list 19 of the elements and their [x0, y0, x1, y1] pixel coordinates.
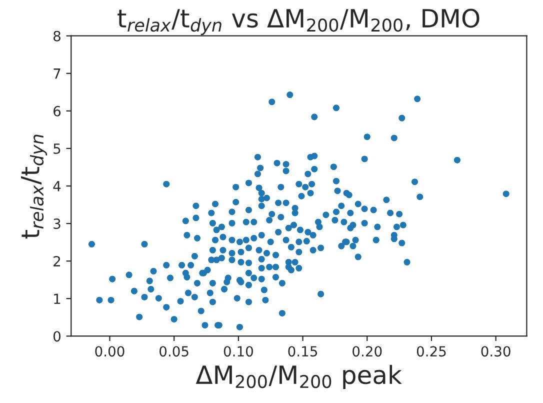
x-tick-label: 0.15 [288, 346, 318, 357]
x-tick-label: 0.20 [352, 346, 382, 357]
y-tick-label: 4 [53, 181, 61, 192]
y-tick-label: 5 [54, 144, 60, 154]
y-tick-label: 0 [53, 331, 60, 342]
x-tick-label: 0.25 [416, 346, 446, 357]
y-tick-label: 3 [54, 218, 60, 229]
x-tick-label: 0.10 [224, 346, 253, 357]
y-tick-label: 8 [54, 30, 60, 42]
x-tick-label: 0.00 [95, 346, 124, 357]
y-tick-label: 6 [54, 106, 61, 116]
x-axis-title: ΔM$_{200}$/M$_{200}$ peak [196, 364, 402, 390]
y-tick-label: 7 [54, 68, 60, 79]
y-axis-title: t$_{relax}$/t$_{dyn}$ [21, 134, 47, 239]
x-tick-label: 0.30 [481, 346, 510, 357]
y-tick-label: 2 [54, 256, 60, 266]
y-tick-label: 1 [54, 294, 60, 304]
x-tick-label: 0.05 [160, 346, 188, 357]
chart-title: t$_{relax}$/t$_{dyn}$ vs ΔM$_{200}$/M$_{200}$, DMO [118, 8, 480, 36]
